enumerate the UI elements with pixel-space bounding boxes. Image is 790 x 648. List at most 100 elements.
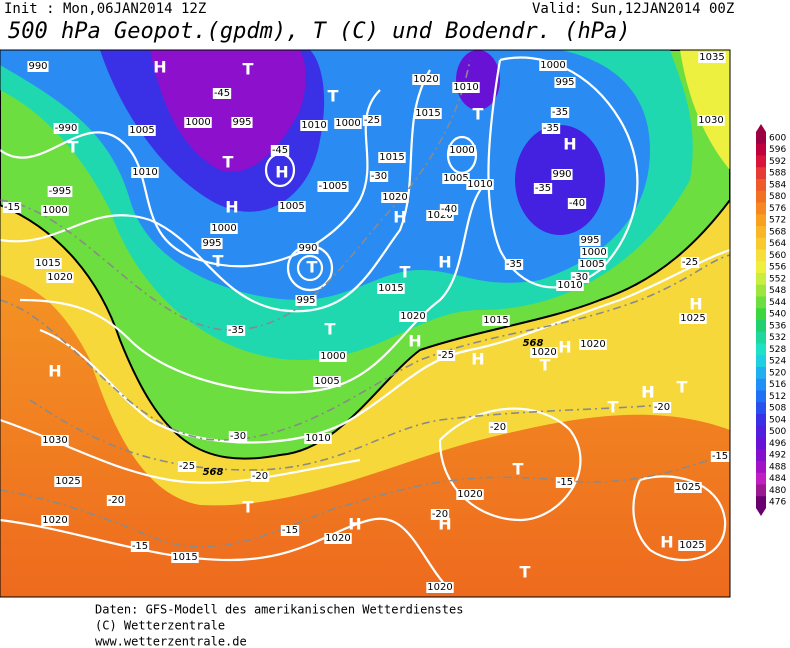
pressure-center: T (677, 378, 688, 397)
pressure-center: T (520, 563, 531, 582)
label-box (295, 295, 317, 306)
pressure-center: H (471, 350, 484, 369)
label-box (430, 509, 450, 520)
label-box (541, 123, 561, 134)
contour-label: 1000 (211, 223, 236, 234)
color-swatch (756, 449, 766, 462)
contour-label: 1020 (427, 210, 452, 221)
contour-label: -15 (282, 525, 298, 536)
scale-label: 520 (769, 368, 786, 378)
color-swatch (756, 261, 766, 274)
label-box (550, 107, 570, 118)
contour-label: 1000 (335, 118, 360, 129)
label-box (436, 350, 456, 361)
pressure-center: T (328, 87, 339, 106)
contour-label: 990 (552, 169, 571, 180)
footer-line: www.wetterzentrale.de (95, 635, 247, 648)
label-box (442, 173, 470, 184)
thickness-label: 568 (523, 338, 544, 349)
color-swatch (756, 214, 766, 227)
contour-label: 1005 (129, 125, 154, 136)
scale-label: 568 (769, 227, 786, 237)
contour-label: -25 (364, 115, 380, 126)
label-box (710, 451, 730, 462)
scale-label: 552 (769, 274, 786, 284)
scale-label: 496 (769, 439, 786, 449)
label-box (304, 433, 332, 444)
contour-label: -40 (569, 198, 585, 209)
contour-label: 1005 (279, 201, 304, 212)
purple-area (456, 50, 500, 110)
contour-label: 1020 (42, 515, 67, 526)
label-box (678, 540, 706, 551)
color-swatch (756, 367, 766, 380)
contour-label: -1005 (318, 181, 347, 192)
label-box (556, 280, 584, 291)
contour-label: -20 (654, 402, 670, 413)
label-box (34, 258, 62, 269)
contour-label: -40 (441, 204, 457, 215)
pressure-center: H (438, 253, 451, 272)
contour-label: -990 (55, 123, 78, 134)
label-box (439, 204, 459, 215)
pressure-center: H (408, 332, 421, 351)
label-box (250, 471, 270, 482)
label-box (680, 257, 700, 268)
label-box (578, 259, 606, 270)
label-box (130, 541, 150, 552)
scale-label: 532 (769, 333, 786, 343)
contour-label: 995 (232, 117, 251, 128)
contour-label: 1010 (557, 280, 582, 291)
pressure-center: T (68, 138, 79, 157)
color-swatch (756, 202, 766, 215)
contour-label: 1000 (320, 351, 345, 362)
color-swatch (756, 484, 766, 497)
label-box (377, 283, 405, 294)
contour-label: 1015 (379, 152, 404, 163)
contour-label: 1035 (699, 52, 724, 63)
label-box (231, 117, 253, 128)
color-swatch (756, 437, 766, 450)
label-box (412, 74, 440, 85)
pressure-center: H (153, 58, 166, 77)
color-swatch (756, 414, 766, 427)
color-swatch (756, 249, 766, 262)
pressure-center: T (608, 398, 619, 417)
pressure-center: H (641, 383, 654, 402)
contour-label: 1015 (172, 552, 197, 563)
footer-line: Daten: GFS-Modell des amerikanischen Wet… (95, 603, 463, 617)
contour-label: -25 (682, 257, 698, 268)
label-box (228, 431, 248, 442)
contour-label: 1005 (443, 173, 468, 184)
scale-label: 492 (769, 451, 786, 461)
contour-label: -15 (712, 451, 728, 462)
color-swatch (756, 284, 766, 297)
scale-label: 592 (769, 157, 786, 167)
contour-label: 1025 (679, 540, 704, 551)
label-box (448, 145, 476, 156)
label-box (414, 108, 442, 119)
contour-label: 1020 (580, 339, 605, 350)
contour-label: 1010 (453, 82, 478, 93)
contour-label: 1010 (305, 433, 330, 444)
contour-label: 1015 (378, 283, 403, 294)
pressure-center: T (540, 356, 551, 375)
contour-label: 1025 (680, 313, 705, 324)
label-box (313, 376, 341, 387)
pressure-center: T (325, 320, 336, 339)
contour-label: 1005 (314, 376, 339, 387)
scale-label: 560 (769, 251, 786, 261)
map-frame (0, 49, 731, 598)
contour-label: 1000 (581, 247, 606, 258)
label-box (466, 179, 494, 190)
label-box (488, 422, 508, 433)
pressure-center: H (563, 135, 576, 154)
color-swatch (756, 461, 766, 474)
pressure-center: H (48, 362, 61, 381)
color-swatch (756, 390, 766, 403)
scale-label: 576 (769, 204, 786, 214)
pressure-center: H (660, 533, 673, 552)
scale-label: 488 (769, 462, 786, 472)
